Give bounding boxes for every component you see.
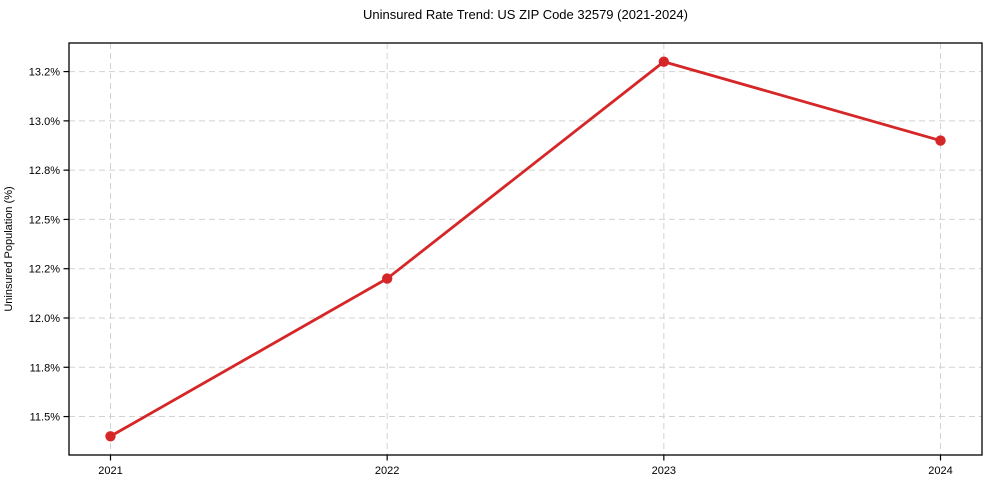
y-tick-label: 12.0%	[29, 313, 60, 325]
x-tick-label: 2024	[928, 465, 952, 477]
y-tick-label: 12.5%	[29, 214, 60, 226]
y-tick-label: 11.5%	[30, 412, 61, 424]
x-tick-label: 2021	[98, 465, 122, 477]
y-tick-label: 11.8%	[30, 362, 61, 374]
axis-layer: 11.5% 11.8% 12.0% 12.2% 12.5% 12.8% 13.0% 13.2%…	[29, 42, 983, 477]
chart-title: Uninsured Rate Trend: US ZIP Code 32579 …	[363, 7, 688, 22]
y-tick-label: 13.0%	[29, 116, 60, 128]
data-point	[658, 56, 670, 67]
x-tick-label: 2022	[375, 465, 399, 477]
y-tick-label: 13.2%	[29, 67, 60, 79]
y-tick-label: 12.2%	[29, 264, 60, 276]
x-tick-label: 2023	[652, 465, 676, 477]
data-point	[105, 431, 116, 442]
data-point	[935, 135, 946, 146]
y-tick-label: 12.8%	[29, 165, 60, 177]
series-layer	[105, 56, 946, 442]
y-axis-label: Uninsured Population (%)	[3, 186, 15, 311]
trend-line	[109, 60, 942, 438]
grid-layer	[69, 43, 982, 455]
plot-border	[68, 42, 983, 456]
data-point	[381, 273, 393, 284]
